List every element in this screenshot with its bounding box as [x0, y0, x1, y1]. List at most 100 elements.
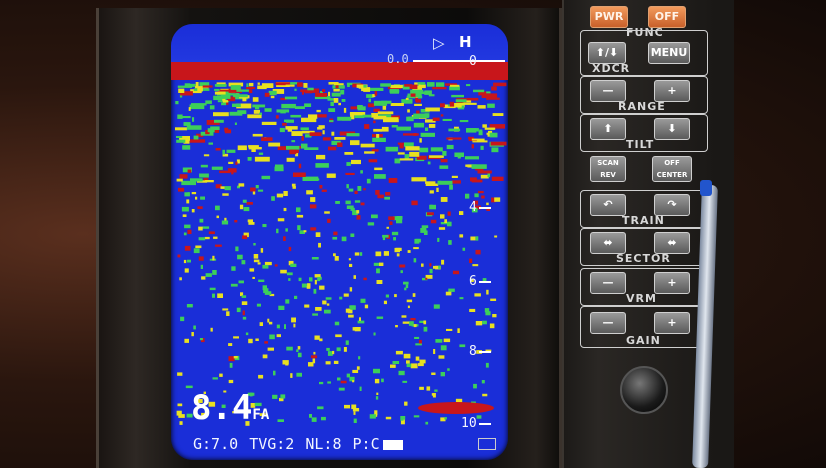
echo-speckle — [185, 385, 193, 389]
echo-speckle — [484, 127, 496, 130]
echo-speckle — [394, 158, 401, 164]
off-center-button[interactable]: OFF CENTER — [652, 156, 692, 182]
depth-tick-0: 0 — [469, 54, 477, 69]
echo-speckle — [201, 276, 206, 280]
echo-speckle — [307, 87, 314, 91]
echo-speckle — [431, 372, 436, 375]
echo-speckle — [247, 392, 255, 396]
range-minus-button[interactable]: — — [590, 80, 626, 102]
echo-speckle — [430, 219, 437, 224]
echo-speckle — [469, 258, 473, 263]
echo-speckle — [300, 127, 309, 131]
echo-speckle — [228, 161, 234, 164]
echo-speckle — [327, 381, 331, 384]
echo-speckle — [294, 88, 297, 91]
echo-speckle — [186, 83, 196, 87]
echo-speckle — [331, 140, 341, 145]
gain-minus-button[interactable]: — — [590, 312, 626, 334]
control-knob[interactable] — [620, 366, 668, 414]
echo-speckle — [290, 373, 293, 378]
echo-speckle — [466, 97, 479, 101]
echo-speckle — [253, 243, 256, 246]
echo-speckle — [382, 234, 389, 238]
echo-speckle — [248, 82, 254, 87]
echo-speckle — [416, 155, 427, 160]
echo-speckle — [184, 245, 191, 251]
menu-button[interactable]: MENU — [648, 42, 690, 64]
echo-speckle — [429, 155, 444, 158]
sector-narrow-button[interactable]: ⬌ — [590, 232, 626, 254]
echo-speckle — [234, 122, 237, 125]
echo-speckle — [335, 201, 340, 204]
echo-speckle — [493, 82, 507, 87]
echo-speckle — [325, 361, 331, 365]
echo-speckle — [419, 386, 424, 390]
echo-speckle — [215, 184, 222, 189]
echo-speckle — [447, 211, 451, 216]
echo-speckle — [232, 103, 241, 107]
power-button[interactable]: PWR — [590, 6, 628, 28]
echo-speckle — [442, 150, 447, 156]
echo-speckle — [334, 321, 340, 326]
echo-speckle — [343, 347, 347, 352]
tilt-down-button[interactable]: ⬇ — [654, 118, 690, 140]
echo-speckle — [439, 165, 449, 169]
echo-speckle — [473, 383, 477, 389]
echo-speckle — [410, 363, 418, 369]
echo-speckle — [454, 152, 464, 157]
speaker-icon: ▷ — [433, 34, 445, 52]
echo-speckle — [304, 91, 313, 94]
echo-speckle — [373, 115, 387, 120]
echo-speckle — [211, 166, 223, 170]
echo-speckle — [193, 248, 200, 254]
train-left-button[interactable]: ↶ — [590, 194, 626, 216]
sector-wide-button[interactable]: ⬌ — [654, 232, 690, 254]
vrm-plus-button[interactable]: + — [654, 272, 690, 294]
range-label: RANGE — [618, 100, 666, 113]
range-plus-button[interactable]: + — [654, 80, 690, 102]
echo-speckle — [314, 96, 331, 100]
echo-speckle — [490, 141, 507, 146]
echo-speckle — [328, 108, 336, 112]
echo-speckle — [407, 305, 410, 309]
echo-speckle — [250, 187, 256, 192]
echo-speckle — [292, 186, 296, 189]
echo-speckle — [451, 175, 458, 178]
echo-speckle — [312, 313, 318, 316]
echo-speckle — [245, 421, 250, 426]
echo-speckle — [407, 250, 411, 253]
echo-speckle — [414, 82, 418, 87]
echo-speckle — [334, 137, 346, 140]
xdcr-button[interactable]: ⬆/⬇ — [588, 42, 626, 64]
echo-speckle — [442, 118, 452, 121]
echo-speckle — [405, 97, 409, 100]
echo-speckle — [262, 285, 267, 291]
echo-speckle — [383, 118, 399, 123]
echo-speckle — [188, 107, 191, 111]
vrm-minus-button[interactable]: — — [590, 272, 626, 294]
echo-speckle — [471, 208, 478, 213]
echo-speckle — [372, 94, 376, 98]
tilt-up-button[interactable]: ⬆ — [590, 118, 626, 140]
echo-speckle — [275, 164, 284, 168]
echo-speckle — [437, 237, 440, 242]
scan-rev-button[interactable]: SCAN REV — [590, 156, 626, 182]
echo-speckle — [353, 418, 357, 423]
echo-speckle — [275, 115, 279, 119]
echo-speckle — [287, 272, 293, 276]
echo-speckle — [462, 247, 466, 251]
echo-speckle — [312, 358, 316, 364]
echo-speckle — [432, 393, 436, 398]
echo-speckle — [197, 206, 203, 209]
echo-speckle — [360, 143, 375, 148]
echo-speckle — [388, 178, 398, 183]
echo-speckle — [375, 251, 382, 257]
echo-speckle — [200, 264, 203, 269]
echo-speckle — [204, 236, 210, 240]
echo-speckle — [233, 94, 248, 98]
echo-speckle — [415, 238, 421, 243]
gain-plus-button[interactable]: + — [654, 312, 690, 334]
off-button[interactable]: OFF — [648, 6, 686, 28]
train-right-button[interactable]: ↷ — [654, 194, 690, 216]
echo-speckle — [413, 122, 425, 128]
